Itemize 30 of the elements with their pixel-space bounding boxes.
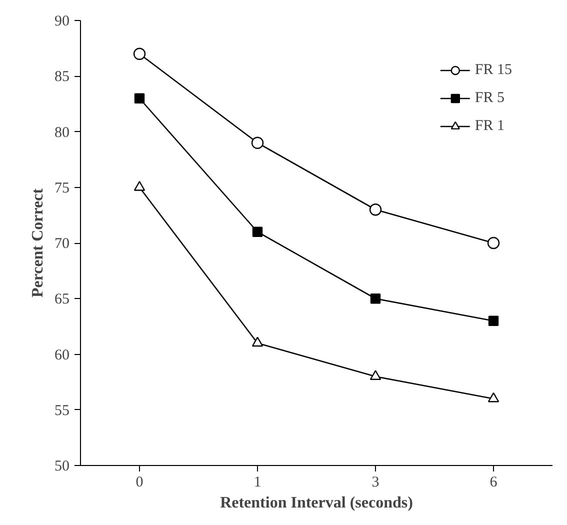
point bbox=[488, 392, 500, 402]
point bbox=[369, 204, 382, 216]
point bbox=[252, 336, 264, 347]
y-tick-label: 85 bbox=[54, 69, 70, 86]
x-axis-title: Retention Interval (seconds) bbox=[220, 494, 413, 512]
y-tick-label: 70 bbox=[54, 236, 70, 252]
legend-label: FR 5 bbox=[474, 90, 504, 106]
x-tick-label: 1 bbox=[254, 474, 262, 490]
point bbox=[252, 226, 263, 237]
point bbox=[133, 48, 146, 60]
point bbox=[134, 181, 146, 191]
x-tick-label: 3 bbox=[372, 474, 380, 490]
legend-label: FR 1 bbox=[474, 118, 504, 134]
x-tick-label: 0 bbox=[136, 474, 144, 490]
y-tick-label: 60 bbox=[54, 347, 70, 364]
y-tick-label: 55 bbox=[54, 402, 70, 419]
y-tick-label: 90 bbox=[54, 14, 70, 30]
y-tick-label: 65 bbox=[54, 292, 70, 308]
point bbox=[487, 236, 500, 250]
point bbox=[488, 316, 499, 326]
point bbox=[251, 136, 264, 149]
legend-label: FR 15 bbox=[474, 62, 512, 78]
point bbox=[370, 294, 381, 304]
y-tick-label: 50 bbox=[54, 458, 70, 474]
point bbox=[370, 370, 382, 380]
y-tick-label: 75 bbox=[54, 180, 70, 196]
x-tick-label: 6 bbox=[490, 474, 498, 490]
y-axis-title: Percent Correct bbox=[30, 188, 46, 298]
point bbox=[134, 93, 145, 104]
y-tick-label: 80 bbox=[54, 124, 70, 141]
